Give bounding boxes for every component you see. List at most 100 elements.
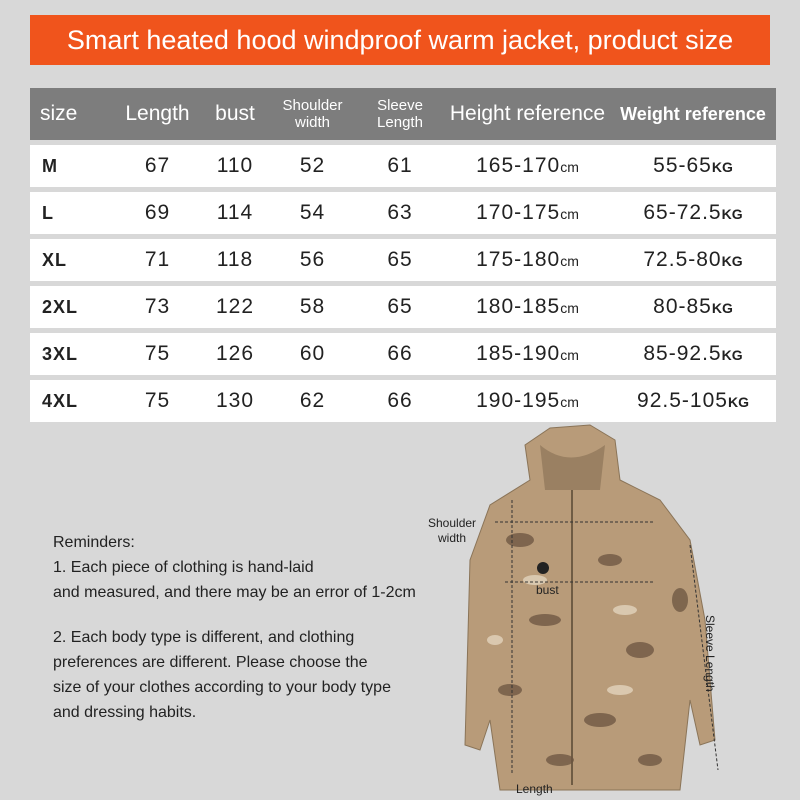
reminder-line: size of your clothes according to your b… [53, 679, 391, 696]
reminder-line: and dressing habits. [53, 704, 197, 721]
reminder-line: 1. Each piece of clothing is hand-laid [53, 559, 314, 576]
cell-unit: KG [721, 347, 743, 363]
camo [498, 533, 688, 766]
reminder-line: and measured, and there may be an error … [53, 584, 416, 601]
spacer [53, 605, 416, 625]
table-cell: 2XL [30, 281, 115, 331]
table-cell: 56 [270, 234, 355, 284]
column-header: Sleeve Length [355, 88, 445, 143]
table-cell: 190-195cm [445, 375, 610, 422]
column-header: Shoulder width [270, 88, 355, 143]
column-header: bust [200, 88, 270, 143]
table-cell: 67 [115, 140, 200, 190]
header-row: size Length bust Shoulder width Sleeve Length H… [30, 88, 776, 143]
cell-unit: KG [727, 394, 749, 410]
reminder-heading: Reminders: [53, 534, 135, 551]
cell-value: 175-180 [476, 248, 561, 271]
column-header: Weight reference [610, 88, 776, 143]
table-cell: 130 [200, 375, 270, 422]
table-cell: M [30, 140, 115, 190]
table-cell: 118 [200, 234, 270, 284]
cell-unit: cm [560, 394, 579, 410]
cell-unit: cm [560, 159, 579, 175]
table-cell: 110 [200, 140, 270, 190]
table-cell: 65-72.5KG [610, 187, 776, 237]
table-cell: 75 [115, 328, 200, 378]
cell-value: 180-185 [476, 295, 561, 318]
table-cell: 180-185cm [445, 281, 610, 331]
table-cell: 61 [355, 140, 445, 190]
table-row: 3XL 75 126 60 66 185-190cm 85-92.5KG [30, 328, 776, 378]
cell-value: 80-85 [653, 295, 712, 318]
length-label: Length [516, 782, 553, 796]
table-row: M 67 110 52 61 165-170cm 55-65KG [30, 140, 776, 190]
shoulder-label: Shoulder width [428, 516, 476, 545]
cell-unit: cm [560, 206, 579, 222]
table-cell: 85-92.5KG [610, 328, 776, 378]
table-cell: 114 [200, 187, 270, 237]
table-cell: XL [30, 234, 115, 284]
table-cell: 80-85KG [610, 281, 776, 331]
measure-lines [495, 500, 719, 775]
table-cell: 60 [270, 328, 355, 378]
table-cell: 52 [270, 140, 355, 190]
cell-unit: KG [721, 253, 743, 269]
table-body: M 67 110 52 61 165-170cm 55-65KG L 69 114 54 63 170-… [30, 140, 776, 422]
table-cell: 165-170cm [445, 140, 610, 190]
hood-opening [540, 445, 605, 490]
table-cell: 92.5-105KG [610, 375, 776, 422]
table-row: 4XL 75 130 62 66 190-195cm 92.5-105KG [30, 375, 776, 422]
table-cell: 175-180cm [445, 234, 610, 284]
bust-label: bust [536, 583, 559, 597]
jacket-body [464, 424, 716, 791]
cell-value: 65-72.5 [643, 201, 722, 224]
table-cell: 3XL [30, 328, 115, 378]
cell-value: 55-65 [653, 154, 712, 177]
table-cell: 185-190cm [445, 328, 610, 378]
reminder-line: preferences are different. Please choose… [53, 654, 368, 671]
size-table: size Length bust Shoulder width Sleeve Length H… [30, 88, 776, 422]
column-header: Length [115, 88, 200, 143]
cell-value: 185-190 [476, 342, 561, 365]
cell-unit: KG [711, 159, 733, 175]
table-cell: 63 [355, 187, 445, 237]
jacket [464, 424, 716, 791]
cell-value: 190-195 [476, 389, 561, 412]
table-cell: 4XL [30, 375, 115, 422]
table-cell: 126 [200, 328, 270, 378]
table-row: XL 71 118 56 65 175-180cm 72.5-80KG [30, 234, 776, 284]
table-cell: 62 [270, 375, 355, 422]
cell-value: 85-92.5 [643, 342, 722, 365]
title-bar: Smart heated hood windproof warm jacket,… [30, 15, 770, 65]
column-header: Height reference [445, 88, 610, 143]
cell-unit: KG [721, 206, 743, 222]
table-cell: 66 [355, 328, 445, 378]
reminders: Reminders: 1. Each piece of clothing is … [53, 530, 416, 725]
cell-unit: cm [560, 300, 579, 316]
table-cell: 54 [270, 187, 355, 237]
table-cell: 65 [355, 234, 445, 284]
sleeve-label: Sleeve Length [703, 615, 717, 692]
table-cell: 122 [200, 281, 270, 331]
heat-button [537, 562, 549, 574]
cell-unit: cm [560, 253, 579, 269]
table-cell: 66 [355, 375, 445, 422]
table-cell: 69 [115, 187, 200, 237]
cell-value: 72.5-80 [643, 248, 722, 271]
column-header: size [30, 88, 115, 143]
table-cell: L [30, 187, 115, 237]
camo-light [487, 575, 637, 695]
table-cell: 71 [115, 234, 200, 284]
cell-value: 165-170 [476, 154, 561, 177]
cell-value: 170-175 [476, 201, 561, 224]
table-row: 2XL 73 122 58 65 180-185cm 80-85KG [30, 281, 776, 331]
table-row: L 69 114 54 63 170-175cm 65-72.5KG [30, 187, 776, 237]
table-cell: 73 [115, 281, 200, 331]
table-cell: 170-175cm [445, 187, 610, 237]
cell-value: 92.5-105 [637, 389, 728, 412]
cell-unit: cm [560, 347, 579, 363]
table-cell: 65 [355, 281, 445, 331]
table-cell: 75 [115, 375, 200, 422]
cell-unit: KG [711, 300, 733, 316]
